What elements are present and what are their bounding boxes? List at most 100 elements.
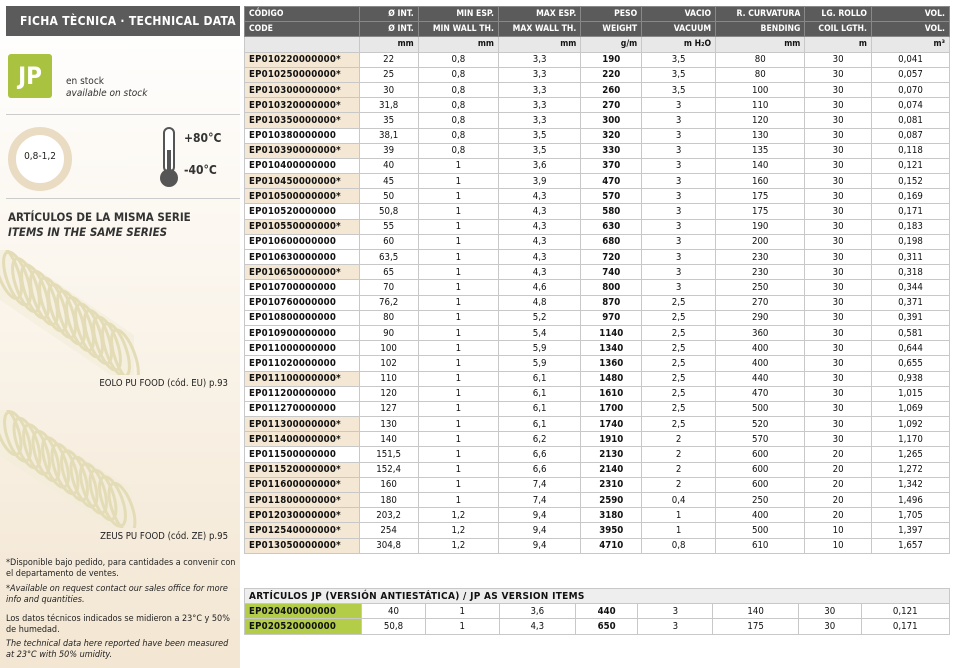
value-cell: 2 xyxy=(641,431,717,448)
value-cell: 3 xyxy=(641,157,717,175)
data-row: EP011300000000* 130 1 6,1 1740 2,5 520 30 1,092 xyxy=(244,416,951,433)
value-cell: 6,1 xyxy=(497,400,582,418)
value-cell: 300 xyxy=(580,112,643,129)
data-row: EP012030000000* 203,2 1,2 9,4 3180 1 400 20 1,70… xyxy=(244,507,951,524)
value-cell: 7,4 xyxy=(497,476,582,494)
value-cell: 76,2 xyxy=(358,294,419,311)
temp-min: -40°C xyxy=(184,163,217,177)
data-row: EP011500000000 151,5 1 6,6 2130 2 600 20 1,265 xyxy=(244,446,951,463)
value-cell: 2,5 xyxy=(641,309,717,326)
code-cell: EP010390000000* xyxy=(244,142,360,159)
value-cell: 90 xyxy=(358,324,419,342)
value-cell: 0,311 xyxy=(870,248,951,266)
units-cell: mm xyxy=(715,36,806,53)
value-cell: 80 xyxy=(715,51,806,68)
value-cell: 250 xyxy=(715,491,806,509)
value-cell: 3950 xyxy=(580,522,643,539)
value-cell: 130 xyxy=(715,127,806,144)
value-cell: 740 xyxy=(580,264,643,281)
value-cell: 30 xyxy=(804,370,872,387)
value-cell: 30 xyxy=(804,127,872,144)
value-cell: 65 xyxy=(358,264,419,281)
code-cell: EP010300000000* xyxy=(244,81,360,99)
header-cell: MAX ESP. xyxy=(497,5,582,23)
separator xyxy=(6,198,240,199)
value-cell: 2130 xyxy=(580,446,643,463)
value-cell: 30 xyxy=(804,431,872,448)
value-cell: 151,5 xyxy=(358,446,419,463)
value-cell: 20 xyxy=(804,446,872,463)
value-cell: 1740 xyxy=(580,416,643,433)
code-cell: EP011200000000 xyxy=(244,385,360,402)
value-cell: 0,8 xyxy=(417,112,499,129)
value-cell: 250 xyxy=(715,279,806,296)
value-cell: 4,3 xyxy=(497,248,582,266)
value-cell: 3 xyxy=(641,97,717,114)
value-cell: 0,391 xyxy=(870,309,951,326)
value-cell: 370 xyxy=(580,157,643,175)
sidebar-title: FICHA TÈCNICA · TECHNICAL DATA xyxy=(6,6,240,36)
value-cell: 1 xyxy=(425,603,500,620)
value-cell: 2590 xyxy=(580,491,643,509)
data-row: EP010300000000* 30 0,8 3,3 260 3,5 100 30 0,070 xyxy=(244,81,951,99)
value-cell: 3 xyxy=(641,233,717,251)
value-cell: 470 xyxy=(580,173,643,190)
value-cell: 50 xyxy=(358,188,419,205)
value-cell: 1480 xyxy=(580,370,643,387)
value-cell: 0,183 xyxy=(870,218,951,235)
header-cell: MIN ESP. xyxy=(417,5,499,23)
value-cell: 1 xyxy=(417,294,499,311)
value-cell: 2,5 xyxy=(641,324,717,342)
value-cell: 1 xyxy=(417,416,499,433)
value-cell: 3 xyxy=(641,264,717,281)
header-cell: LG. ROLLO xyxy=(804,5,872,23)
value-cell: 0,8 xyxy=(417,81,499,99)
value-cell: 4710 xyxy=(580,537,643,554)
value-cell: 1,342 xyxy=(870,476,951,494)
related-item: ZEUS PU FOOD (cód. ZE) p.95 xyxy=(100,531,228,542)
code-cell: EP010800000000 xyxy=(244,309,360,326)
value-cell: 3 xyxy=(641,112,717,129)
value-cell: 30 xyxy=(804,97,872,114)
data-row: EP010350000000* 35 0,8 3,3 300 3 120 30 0,081 xyxy=(244,112,951,129)
value-cell: 330 xyxy=(580,142,643,159)
data-row: EP012540000000* 254 1,2 9,4 3950 1 500 10 1,397 xyxy=(244,522,951,539)
value-cell: 1,2 xyxy=(417,537,499,554)
header-cell: Ø INT. xyxy=(358,21,419,38)
units-cell: mm xyxy=(417,36,499,53)
value-cell: 30 xyxy=(804,81,872,99)
value-cell: 254 xyxy=(358,522,419,539)
data-row: EP010450000000* 45 1 3,9 470 3 160 30 0,152 xyxy=(244,173,951,190)
value-cell: 1,657 xyxy=(870,537,951,554)
value-cell: 1 xyxy=(417,309,499,326)
value-cell: 230 xyxy=(715,248,806,266)
value-cell: 63,5 xyxy=(358,248,419,266)
value-cell: 0,4 xyxy=(641,491,717,509)
value-cell: 55 xyxy=(358,218,419,235)
data-row: EP011520000000* 152,4 1 6,6 2140 2 600 20 1,272 xyxy=(244,461,951,478)
value-cell: 3 xyxy=(641,279,717,296)
value-cell: 3,5 xyxy=(641,66,717,83)
value-cell: 0,644 xyxy=(870,340,951,357)
header-cell: MIN WALL TH. xyxy=(417,21,499,38)
value-cell: 800 xyxy=(580,279,643,296)
value-cell: 1 xyxy=(417,188,499,205)
data-row: EP010700000000 70 1 4,6 800 3 250 30 0,344 xyxy=(244,279,951,296)
code-cell: EP012030000000* xyxy=(244,507,360,524)
value-cell: 260 xyxy=(580,81,643,99)
jp-title-row: ARTÍCULOS JP (VERSIÓN ANTIESTÁTICA) / JP… xyxy=(244,587,950,605)
value-cell: 680 xyxy=(580,233,643,251)
value-cell: 2,5 xyxy=(641,355,717,372)
value-cell: 30 xyxy=(804,294,872,311)
value-cell: 1,2 xyxy=(417,522,499,539)
series-title-en: ITEMS IN THE SAME SERIES xyxy=(8,225,168,239)
data-row: EP010650000000* 65 1 4,3 740 3 230 30 0,318 xyxy=(244,264,951,281)
code-cell: EP010500000000* xyxy=(244,188,360,205)
value-cell: 3,5 xyxy=(497,142,582,159)
code-cell: EP010220000000* xyxy=(244,51,360,68)
value-cell: 1 xyxy=(417,218,499,235)
value-cell: 180 xyxy=(358,491,419,509)
value-cell: 2 xyxy=(641,461,717,478)
value-cell: 230 xyxy=(715,264,806,281)
